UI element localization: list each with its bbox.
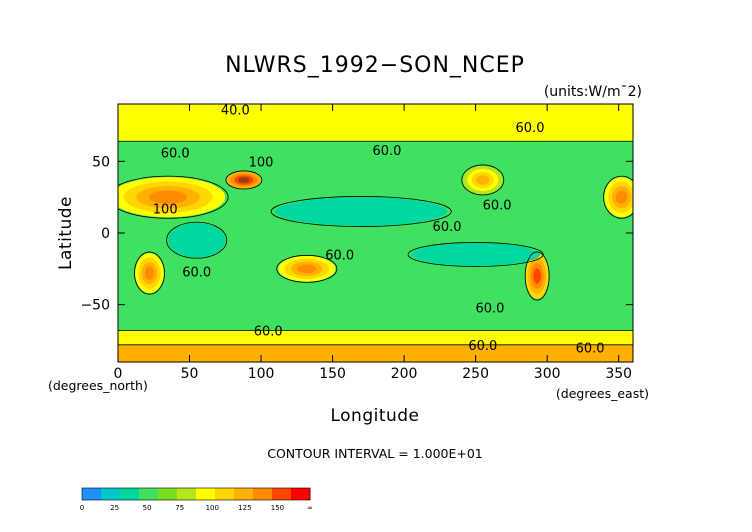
contour-line-12 xyxy=(166,221,228,259)
y-unit-label: (degrees_north) xyxy=(48,378,148,393)
field-blob-6-3 xyxy=(615,190,628,204)
colorbar-swatch xyxy=(139,488,159,500)
colorbar-label: 125 xyxy=(238,504,251,512)
colorbar-swatch xyxy=(120,488,140,500)
contour-label: 100 xyxy=(249,155,274,170)
colorbar: 0 25 50 75 100 125 150 ∞ xyxy=(80,487,313,512)
colorbar-label: 75 xyxy=(175,504,184,512)
contour-label: 60.0 xyxy=(483,198,512,213)
x-tick-label: 250 xyxy=(462,366,489,382)
contour-label: 60.0 xyxy=(254,324,283,339)
colorbar-swatch xyxy=(101,488,121,500)
contour-line-4 xyxy=(225,170,263,190)
contour-label: 60.0 xyxy=(161,147,190,162)
field-blob-5-3 xyxy=(476,175,490,185)
y-tick-label: 50 xyxy=(92,154,110,170)
contour-label: 60.0 xyxy=(433,220,462,235)
colorbar-swatch xyxy=(253,488,273,500)
chart-title: NLWRS_1992−SON_NCEP xyxy=(225,53,525,78)
y-axis-ticks: −50 0 50 xyxy=(80,154,633,314)
contour-labels: 40.0 60.0 60.0 60.0 60.0 60.0 60.0 60.0 60.0 60.0… xyxy=(153,104,605,357)
x-tick-label: 0 xyxy=(114,366,123,382)
field-blob-3-3 xyxy=(148,190,188,204)
field-blob-7-3 xyxy=(297,264,317,274)
contour-lines xyxy=(118,140,633,346)
contour-label: 60.0 xyxy=(475,302,504,317)
contour-label: 100 xyxy=(153,203,178,218)
colorbar-label: 50 xyxy=(143,504,152,512)
contour-line-7 xyxy=(276,254,338,283)
x-tick-label: 300 xyxy=(534,366,561,382)
colorbar-label: 25 xyxy=(110,504,119,512)
colorbar-swatch xyxy=(272,488,292,500)
colorbar-swatch xyxy=(234,488,254,500)
contour-label: 60.0 xyxy=(325,249,354,264)
colorbar-label: ∞ xyxy=(307,504,313,512)
field-blob-12-0 xyxy=(168,222,226,258)
colorbar-label: 0 xyxy=(80,504,84,512)
x-tick-label: 50 xyxy=(181,366,199,382)
x-tick-label: 150 xyxy=(319,366,346,382)
field-band-0 xyxy=(118,104,633,142)
x-unit-label: (degrees_east) xyxy=(556,386,649,401)
field-blob-11-0 xyxy=(411,243,541,266)
colorbar-frame xyxy=(81,487,311,501)
colorbar-swatch xyxy=(82,488,102,500)
shaded-field xyxy=(118,104,633,362)
x-tick-label: 100 xyxy=(248,366,275,382)
colorbar-swatch xyxy=(215,488,235,500)
contour-label: 60.0 xyxy=(576,342,605,357)
field-blob-10-0 xyxy=(275,197,448,226)
contour-label: 60.0 xyxy=(372,144,401,159)
field-blob-8-3 xyxy=(144,266,155,280)
contour-line-11 xyxy=(407,242,544,267)
contour-line-5 xyxy=(461,164,505,196)
x-axis-ticks: 0 50 100 150 200 250 300 350 xyxy=(114,104,632,382)
contour-line-9 xyxy=(524,251,550,301)
field-band-2 xyxy=(118,344,633,362)
field-blob-4-3 xyxy=(238,177,250,183)
y-tick-label: −50 xyxy=(80,298,110,314)
contour-label: 40.0 xyxy=(221,104,250,119)
colorbar-label: 100 xyxy=(206,504,219,512)
units-label: (units:W/m¯2) xyxy=(544,84,642,100)
y-tick-label: 0 xyxy=(101,226,110,242)
contour-interval-note: CONTOUR INTERVAL = 1.000E+01 xyxy=(267,446,483,461)
colorbar-swatch xyxy=(158,488,178,500)
colorbar-label: 150 xyxy=(271,504,284,512)
x-tick-label: 350 xyxy=(605,366,632,382)
contour-line-6 xyxy=(603,175,633,219)
colorbar-swatch xyxy=(177,488,197,500)
contour-label: 60.0 xyxy=(182,266,211,281)
x-tick-label: 200 xyxy=(391,366,418,382)
contour-line-3 xyxy=(118,175,229,219)
contour-line-8 xyxy=(134,251,165,295)
colorbar-swatch xyxy=(196,488,216,500)
x-axis-title: Longitude xyxy=(330,406,419,426)
y-axis-title: Latitude xyxy=(56,196,76,270)
colorbar-swatch xyxy=(291,488,311,500)
field-blob-9-3 xyxy=(533,268,541,284)
contour-line-10 xyxy=(270,196,452,227)
contour-label: 60.0 xyxy=(516,121,545,136)
contour-label: 60.0 xyxy=(468,339,497,354)
